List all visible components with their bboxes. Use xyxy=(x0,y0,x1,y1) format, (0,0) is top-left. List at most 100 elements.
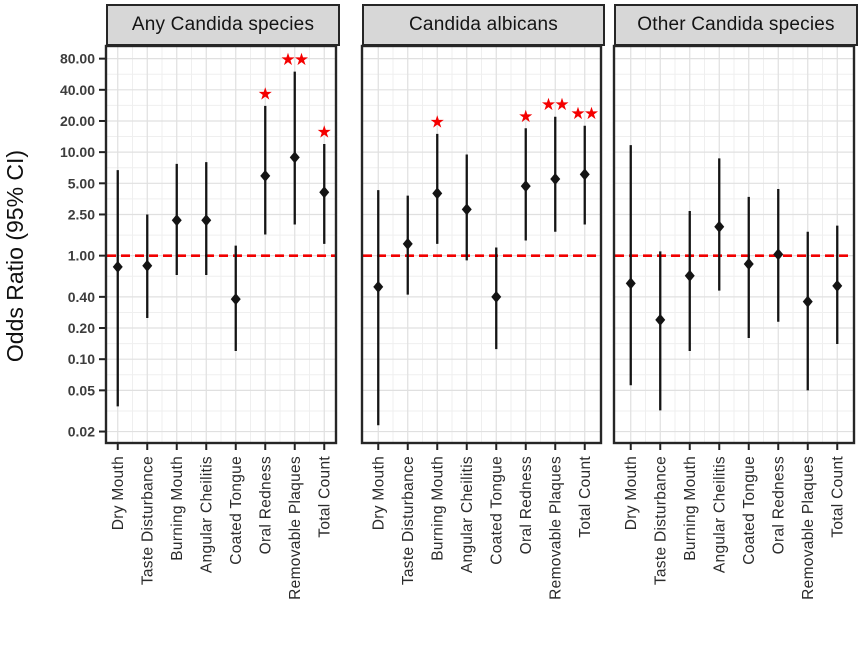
y-tick-label: 0.05 xyxy=(68,382,95,398)
estimate-total-count: ★★ xyxy=(570,104,599,225)
x-category-label: Burning Mouth xyxy=(169,456,186,561)
estimate-angular-cheilitis xyxy=(461,154,472,261)
x-category-label: Taste Disturbance xyxy=(139,456,156,585)
estimate-dry-mouth xyxy=(112,170,123,407)
or-point-diamond xyxy=(743,258,754,271)
significance-star: ★ xyxy=(518,107,533,126)
or-point-diamond xyxy=(230,293,241,306)
x-category-label: Taste Disturbance xyxy=(652,456,669,585)
x-category-label: Burning Mouth xyxy=(682,456,699,561)
significance-star: ★ xyxy=(541,95,556,114)
gridlines xyxy=(362,46,601,443)
x-category-label: Total Count xyxy=(577,456,594,538)
significance-star: ★ xyxy=(258,84,273,103)
y-axis-title: Odds Ratio (95% CI) xyxy=(2,149,28,363)
x-category-label: Removable Plaques xyxy=(547,456,564,600)
y-tick-label: 0.40 xyxy=(68,289,95,305)
or-point-diamond xyxy=(684,269,695,282)
or-point-diamond xyxy=(520,180,531,193)
x-category-label: Total Count xyxy=(829,456,846,538)
estimate-burning-mouth xyxy=(171,163,182,276)
panel-header-other-candida-species: Other Candida species xyxy=(614,4,858,46)
estimate-removable-plaques xyxy=(802,231,813,391)
y-tick-label: 80.00 xyxy=(60,51,95,67)
y-tick-label: 2.50 xyxy=(68,206,95,222)
or-point-diamond xyxy=(579,168,590,181)
estimate-angular-cheilitis xyxy=(201,162,212,276)
y-tick-label: 0.10 xyxy=(68,351,95,367)
y-tick-label: 10.00 xyxy=(60,144,95,160)
or-point-diamond xyxy=(402,237,413,250)
y-tick-label: 0.20 xyxy=(68,320,95,336)
x-category-label: Oral Redness xyxy=(518,456,535,554)
significance-star: ★ xyxy=(570,104,585,123)
estimate-coated-tongue xyxy=(230,245,241,351)
estimate-oral-redness: ★ xyxy=(258,84,273,235)
gridlines xyxy=(106,46,336,443)
y-tick-label: 20.00 xyxy=(60,113,95,129)
estimate-taste-disturbance xyxy=(655,251,666,411)
y-tick-label: 5.00 xyxy=(68,175,95,191)
x-category-label: Oral Redness xyxy=(770,456,787,554)
or-point-diamond xyxy=(142,259,153,272)
or-point-diamond xyxy=(260,169,271,182)
estimate-removable-plaques: ★★ xyxy=(280,50,309,225)
estimate-total-count: ★ xyxy=(317,122,332,244)
panel-border xyxy=(104,44,338,445)
gridlines xyxy=(614,46,854,443)
estimate-removable-plaques: ★★ xyxy=(541,95,570,232)
y-tick-label: 0.02 xyxy=(68,424,95,440)
panel-border xyxy=(612,44,856,445)
x-category-label: Coated Tongue xyxy=(228,456,245,565)
panel-other-candida-species: Dry Mouth Taste Disturbance Burning Mouth A… xyxy=(612,44,856,600)
significance-star: ★ xyxy=(554,95,569,114)
estimate-dry-mouth xyxy=(373,190,384,426)
panel-header-any-candida-species: Any Candida species xyxy=(106,4,340,46)
estimate-coated-tongue xyxy=(743,196,754,339)
or-point-diamond xyxy=(773,248,784,261)
estimate-burning-mouth xyxy=(684,211,695,351)
y-tick-label: 1.00 xyxy=(68,248,95,264)
x-category-label: Total Count xyxy=(316,456,333,538)
panel-header-label: Any Candida species xyxy=(131,14,315,35)
or-point-diamond xyxy=(171,214,182,227)
significance-star: ★ xyxy=(584,104,599,123)
significance-star: ★ xyxy=(430,112,445,131)
significance-star: ★ xyxy=(280,50,295,69)
or-point-diamond xyxy=(655,313,666,326)
estimate-coated-tongue xyxy=(491,247,502,350)
x-category-label: Removable Plaques xyxy=(800,456,817,600)
or-point-diamond xyxy=(373,280,384,293)
x-category-label: Taste Disturbance xyxy=(400,456,417,585)
x-category-label: Removable Plaques xyxy=(287,456,304,600)
x-category-label: Angular Cheilitis xyxy=(198,456,215,573)
estimate-oral-redness: ★ xyxy=(518,107,533,241)
estimate-burning-mouth: ★ xyxy=(430,112,445,244)
x-category-label: Dry Mouth xyxy=(110,456,127,530)
or-point-diamond xyxy=(432,187,443,200)
estimate-total-count xyxy=(832,225,843,345)
or-point-diamond xyxy=(714,220,725,233)
or-point-diamond xyxy=(550,173,561,186)
x-category-label: Coated Tongue xyxy=(488,456,505,565)
panel-border xyxy=(360,44,603,445)
estimate-angular-cheilitis xyxy=(714,158,725,291)
estimate-taste-disturbance xyxy=(142,214,153,318)
x-category-label: Angular Cheilitis xyxy=(711,456,728,573)
or-point-diamond xyxy=(319,186,330,199)
significance-star: ★ xyxy=(294,50,309,69)
or-point-diamond xyxy=(289,151,300,164)
x-category-label: Burning Mouth xyxy=(429,456,446,561)
or-point-diamond xyxy=(802,295,813,308)
x-category-label: Coated Tongue xyxy=(741,456,758,565)
estimate-dry-mouth xyxy=(625,145,636,386)
estimate-oral-redness xyxy=(773,189,784,322)
significance-star: ★ xyxy=(317,122,332,141)
x-category-label: Dry Mouth xyxy=(623,456,640,530)
or-point-diamond xyxy=(112,260,123,273)
panel-candida-albicans: ★ ★★★ ★★Dry Mouth Taste Disturbance Burning … xyxy=(360,44,603,600)
y-tick-label: 40.00 xyxy=(60,82,95,98)
x-category-label: Dry Mouth xyxy=(370,456,387,530)
